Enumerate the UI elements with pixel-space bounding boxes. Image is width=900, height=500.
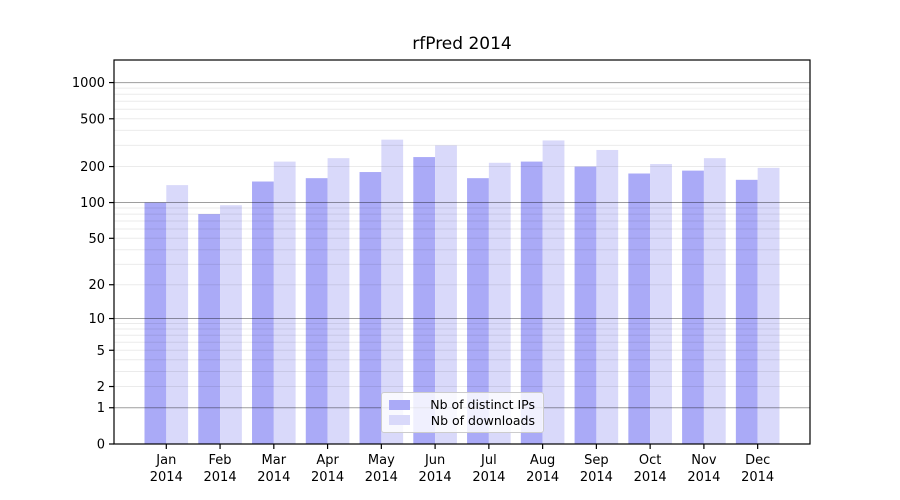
bar-dec-downloads: [757, 167, 780, 445]
y-tick-label: 50: [88, 232, 105, 247]
bar-jul-ips: [467, 178, 489, 444]
bar-may-downloads: [381, 139, 404, 444]
bar-may-ips: [359, 172, 382, 444]
x-tick-label-month: Dec: [745, 453, 770, 468]
legend-item-downloads: Nb of downloads: [389, 413, 535, 429]
y-tick-label: 200: [80, 160, 105, 175]
bar-feb-downloads: [220, 205, 242, 444]
y-tick-label: 5: [97, 344, 105, 359]
bar-jul-downloads: [488, 162, 511, 444]
bar-jan-ips: [144, 202, 167, 444]
axes-spines: [113, 59, 811, 445]
x-tick-label-month: Mar: [262, 453, 287, 468]
x-tick-label-year: 2014: [150, 470, 183, 485]
x-tick-label-year: 2014: [472, 470, 505, 485]
y-tick-label: 10: [88, 312, 105, 327]
y-tick-label: 0: [97, 438, 105, 453]
bar-mar-ips: [252, 181, 274, 445]
chart-title: rfPred 2014: [412, 34, 512, 54]
x-tick-label-year: 2014: [634, 470, 667, 485]
x-tick-label-year: 2014: [741, 470, 774, 485]
bar-feb-ips: [198, 214, 221, 444]
x-tick-label-month: Oct: [639, 453, 661, 468]
bar-jun-downloads: [435, 145, 457, 444]
x-tick-label-year: 2014: [687, 470, 720, 485]
bar-apr-downloads: [327, 158, 350, 444]
legend-swatch-distinct-ips: [389, 399, 410, 410]
legend: Nb of distinct IPs Nb of downloads: [381, 392, 544, 433]
x-tick-label-year: 2014: [257, 470, 290, 485]
x-tick-label-month: Sep: [584, 453, 609, 468]
legend-label-distinct-ips: Nb of distinct IPs: [430, 397, 535, 413]
y-tick-label: 2: [97, 380, 105, 395]
legend-label-downloads: Nb of downloads: [430, 412, 535, 428]
bar-jun-ips: [413, 157, 436, 444]
x-tick-label-month: Nov: [691, 453, 717, 468]
x-tick-label-year: 2014: [204, 470, 237, 485]
legend-item-distinct-ips: Nb of distinct IPs: [389, 397, 535, 413]
bar-nov-downloads: [703, 158, 726, 444]
y-tick-label: 20: [88, 278, 105, 293]
bar-sep-downloads: [596, 149, 619, 445]
bar-aug-downloads: [542, 140, 565, 444]
x-tick-label-month: Jan: [155, 453, 176, 468]
bar-dec-ips: [735, 179, 758, 445]
x-tick-label-month: Feb: [209, 453, 232, 468]
x-tick-label-month: Apr: [316, 453, 339, 468]
bar-oct-ips: [628, 173, 651, 444]
x-tick-label-month: Aug: [530, 453, 555, 468]
x-tick-label-year: 2014: [311, 470, 344, 485]
bar-mar-downloads: [273, 161, 296, 444]
bar-aug-ips: [520, 161, 543, 444]
x-tick-label-year: 2014: [526, 470, 559, 485]
y-tick-label: 100: [80, 196, 105, 211]
bar-apr-ips: [305, 178, 328, 444]
x-tick-label-month: Jul: [480, 453, 497, 468]
y-tick-label: 1000: [72, 76, 105, 91]
y-tick-label: 500: [80, 112, 105, 127]
bar-oct-downloads: [650, 164, 672, 444]
legend-swatch-downloads: [389, 415, 410, 426]
x-tick-label-year: 2014: [580, 470, 613, 485]
x-tick-label-month: May: [368, 453, 395, 468]
x-tick-label-month: Jun: [424, 453, 445, 468]
x-tick-label-year: 2014: [419, 470, 452, 485]
bar-jan-downloads: [166, 185, 189, 445]
x-tick-label-year: 2014: [365, 470, 398, 485]
bar-nov-ips: [682, 170, 704, 444]
y-tick-label: 1: [97, 401, 105, 416]
bar-sep-ips: [574, 166, 597, 444]
